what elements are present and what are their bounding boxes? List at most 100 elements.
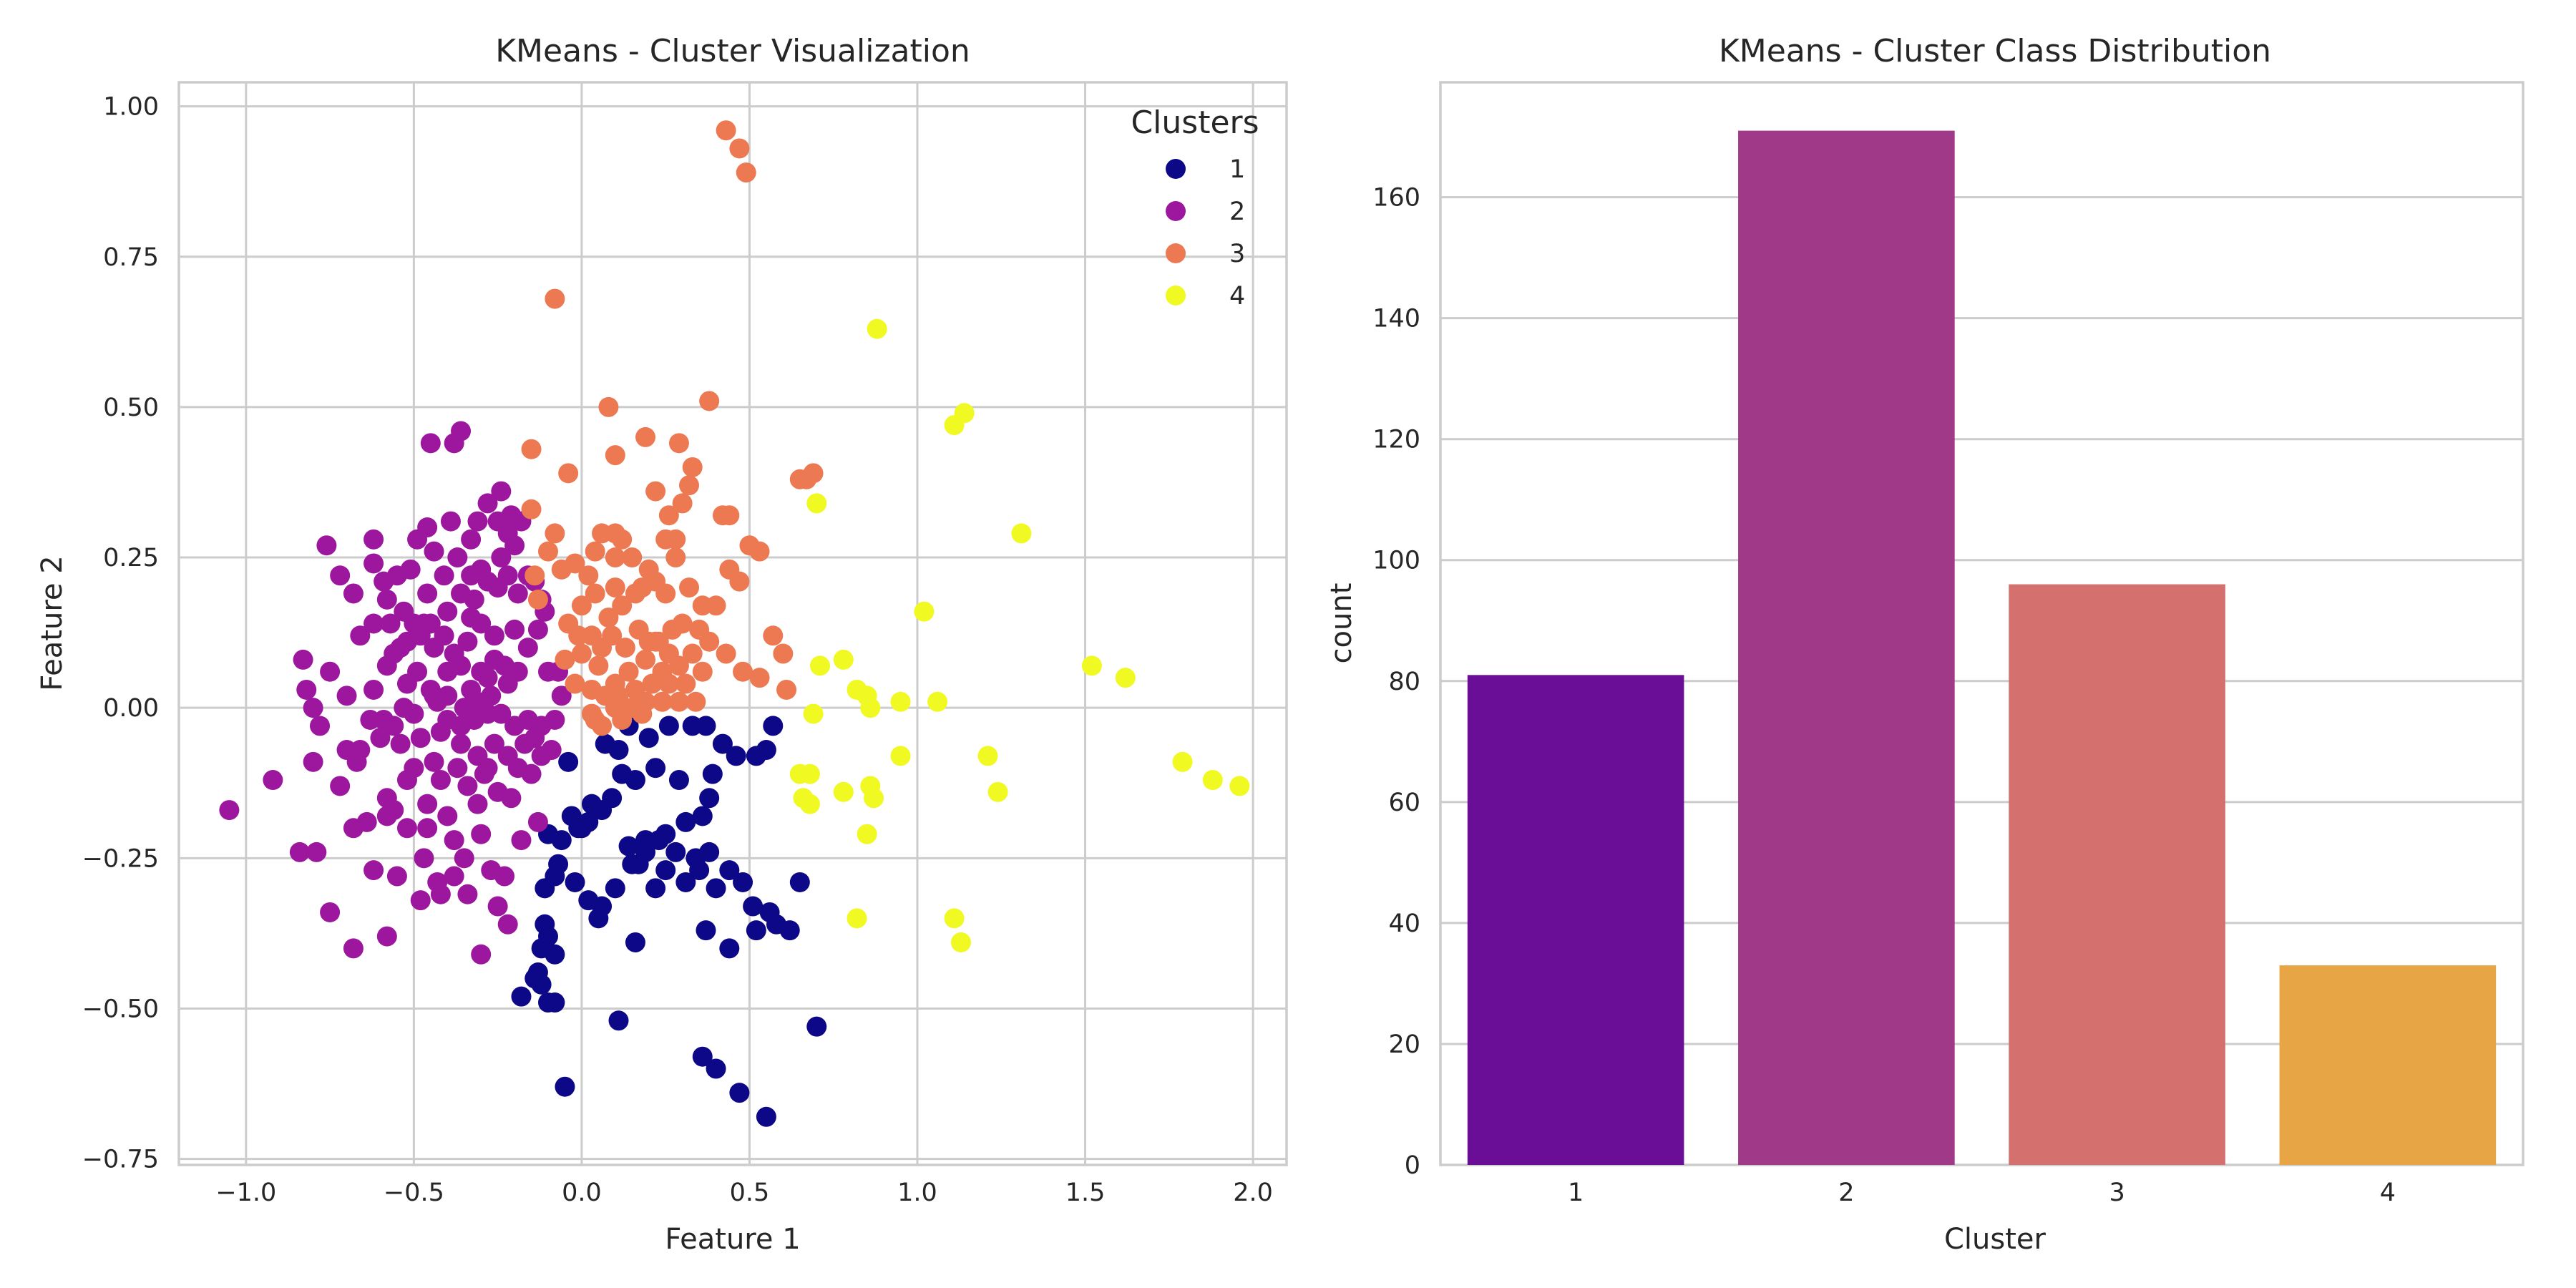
scatter-point-cluster-3: [668, 691, 689, 712]
scatter-point-cluster-3: [571, 643, 592, 664]
scatter-y-axis-label: Feature 2: [36, 555, 69, 691]
scatter-point-cluster-2: [293, 649, 313, 670]
scatter-point-cluster-1: [729, 1083, 750, 1103]
scatter-point-cluster-1: [525, 968, 545, 989]
scatter-point-cluster-4: [950, 932, 971, 952]
scatter-point-cluster-3: [736, 162, 756, 183]
scatter-point-cluster-2: [440, 511, 461, 532]
scatter-point-cluster-1: [645, 878, 666, 899]
scatter-point-cluster-2: [477, 493, 498, 514]
scatter-x-tick-label: 2.0: [1233, 1179, 1273, 1207]
scatter-point-cluster-3: [521, 439, 542, 459]
scatter-point-cluster-2: [491, 481, 512, 502]
scatter-point-cluster-1: [756, 1106, 776, 1127]
scatter-point-cluster-2: [487, 896, 508, 917]
scatter-point-cluster-2: [457, 884, 478, 904]
scatter-point-cluster-1: [545, 866, 565, 887]
scatter-point-cluster-3: [642, 673, 663, 694]
scatter-point-cluster-2: [497, 914, 518, 935]
scatter-y-tick-label: 0.00: [103, 694, 159, 723]
scatter-grid: [179, 82, 1287, 1165]
scatter-point-cluster-1: [675, 811, 696, 832]
scatter-point-cluster-1: [625, 770, 645, 791]
scatter-point-cluster-3: [635, 649, 656, 670]
scatter-y-tick-label: 0.25: [103, 544, 159, 572]
scatter-point-cluster-2: [219, 800, 240, 821]
scatter-point-cluster-2: [527, 811, 548, 832]
scatter-point-cluster-3: [555, 649, 575, 670]
scatter-point-cluster-2: [376, 926, 397, 947]
scatter-point-cluster-2: [396, 673, 417, 694]
bars: [1467, 130, 2497, 1165]
scatter-point-cluster-2: [491, 547, 512, 568]
scatter-point-cluster-2: [461, 608, 482, 628]
scatter-panel: −1.0 −0.5 0.0 0.5 1.0 1.5 2.0 −0.75 −0.50 −0.25 0…: [36, 33, 1288, 1256]
scatter-point-cluster-3: [699, 631, 720, 652]
scatter-x-ticks: −1.0 −0.5 0.0 0.5 1.0 1.5 2.0: [215, 1179, 1273, 1207]
scatter-point-cluster-4: [867, 318, 887, 339]
bar-y-tick-label: 100: [1372, 547, 1420, 575]
scatter-point-cluster-1: [645, 758, 666, 779]
scatter-point-cluster-3: [605, 547, 625, 568]
scatter-point-cluster-1: [655, 860, 676, 881]
scatter-point-cluster-2: [430, 884, 451, 904]
scatter-point-cluster-1: [588, 908, 609, 929]
scatter-point-cluster-2: [467, 511, 488, 532]
scatter-point-cluster-3: [618, 661, 639, 682]
scatter-y-tick-label: −0.75: [82, 1146, 159, 1174]
scatter-point-cluster-1: [706, 1058, 726, 1079]
scatter-point-cluster-2: [494, 866, 515, 887]
scatter-point-cluster-4: [1172, 751, 1193, 772]
scatter-point-cluster-3: [521, 499, 542, 519]
scatter-point-cluster-4: [1115, 668, 1136, 688]
scatter-point-cluster-1: [628, 854, 649, 874]
scatter-point-cluster-2: [364, 553, 384, 574]
scatter-point-cluster-1: [608, 740, 629, 761]
scatter-point-cluster-3: [602, 625, 623, 646]
scatter-point-cluster-2: [454, 848, 474, 869]
scatter-point-cluster-2: [467, 794, 488, 814]
scatter-point-cluster-2: [410, 728, 431, 748]
scatter-point-cluster-2: [497, 565, 518, 586]
scatter-point-cluster-4: [1011, 523, 1032, 544]
scatter-point-cluster-2: [380, 613, 401, 634]
scatter-x-axis-label: Feature 1: [665, 1223, 800, 1256]
scatter-point-cluster-3: [675, 673, 696, 694]
scatter-point-cluster-2: [390, 733, 411, 754]
scatter-point-cluster-2: [424, 541, 444, 562]
scatter-point-cluster-3: [803, 463, 824, 484]
scatter-point-cluster-3: [655, 583, 676, 604]
scatter-point-cluster-1: [726, 746, 746, 766]
scatter-point-cluster-3: [612, 595, 633, 616]
bar-y-tick-label: 80: [1388, 668, 1420, 696]
bar-y-tick-label: 20: [1388, 1030, 1420, 1059]
bar-y-axis-label: count: [1325, 583, 1358, 664]
bar-y-tick-label: 60: [1388, 789, 1420, 817]
scatter-point-cluster-2: [434, 565, 454, 586]
scatter-point-cluster-1: [605, 878, 625, 899]
scatter-point-cluster-2: [364, 679, 384, 700]
scatter-point-cluster-2: [303, 751, 323, 772]
scatter-y-ticks: −0.75 −0.50 −0.25 0.00 0.25 0.50 0.75 1.00: [82, 93, 159, 1174]
scatter-point-cluster-1: [763, 716, 784, 736]
scatter-point-cluster-2: [511, 830, 532, 851]
scatter-point-cluster-2: [484, 625, 504, 646]
scatter-point-cluster-2: [336, 686, 357, 706]
scatter-point-cluster-2: [484, 733, 504, 754]
scatter-point-cluster-2: [477, 668, 498, 688]
scatter-point-cluster-2: [410, 625, 431, 646]
scatter-x-tick-label: 0.0: [562, 1179, 602, 1207]
scatter-point-cluster-4: [977, 746, 998, 766]
scatter-point-cluster-2: [289, 841, 310, 862]
scatter-point-cluster-1: [608, 1010, 629, 1031]
bar-x-tick-label: 1: [1568, 1179, 1584, 1207]
scatter-point-cluster-1: [689, 860, 710, 881]
scatter-title: KMeans - Cluster Visualization: [495, 33, 970, 69]
bar-x-ticks: 1 2 3 4: [1568, 1179, 2396, 1207]
scatter-point-cluster-2: [417, 818, 438, 839]
scatter-point-cluster-3: [682, 643, 703, 664]
scatter-point-cluster-1: [719, 860, 740, 881]
scatter-point-cluster-2: [507, 583, 528, 604]
scatter-point-cluster-2: [437, 601, 458, 622]
